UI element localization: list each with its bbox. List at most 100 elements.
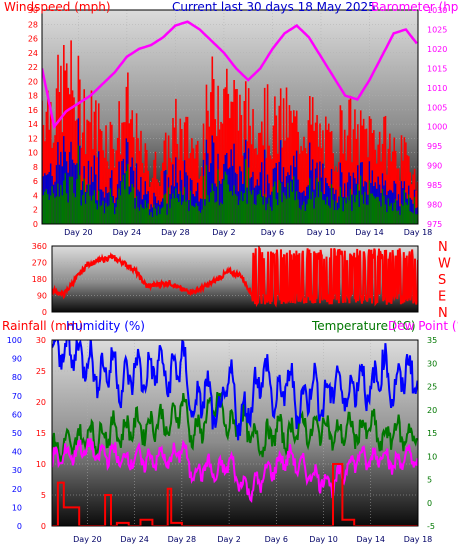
humidity-line bbox=[52, 340, 418, 441]
wind-tick-label: 18 bbox=[28, 92, 38, 101]
temperature-tick-label: 25 bbox=[427, 383, 437, 392]
wind-series bbox=[42, 40, 418, 224]
wind-tick-label: 14 bbox=[28, 120, 38, 129]
barometer-tick-label: 995 bbox=[427, 142, 442, 151]
barometer-line bbox=[42, 20, 418, 130]
temperature-line bbox=[52, 391, 418, 463]
temp-frame bbox=[51, 339, 419, 527]
temp-x-ticks: Day 20 Day 24 Day 28 Day 2 Day 6 Day 10 Day 14… bbox=[73, 535, 432, 544]
humidity-tick-label: 80 bbox=[12, 373, 22, 382]
barometer-tick-label: 1015 bbox=[427, 64, 447, 73]
wind-tick-label: 28 bbox=[28, 20, 38, 29]
humidity-axis-label: Humidity (%) bbox=[66, 319, 145, 333]
dewpoint-line bbox=[52, 438, 418, 504]
wind-tick-label: 22 bbox=[28, 63, 38, 72]
humidity-tick-label: 90 bbox=[12, 355, 22, 364]
temperature-tick-label: 0 bbox=[427, 499, 432, 508]
x-tick-label: Day 2 bbox=[212, 228, 235, 237]
barometer-tick-label: 990 bbox=[427, 162, 442, 171]
direction-tick-label: 0 bbox=[42, 308, 47, 317]
temperature-axis-label: Temperature (°C) bbox=[311, 319, 416, 333]
humidity-tick-label: 30 bbox=[12, 466, 22, 475]
temperature-tick-label: 30 bbox=[427, 359, 437, 368]
rainfall-tick-label: 15 bbox=[36, 429, 46, 438]
barometer-tick-label: 1000 bbox=[427, 123, 447, 132]
rainfall-tick-label: 25 bbox=[36, 367, 46, 376]
barometer-tick-label: 1020 bbox=[427, 45, 447, 54]
humidity-tick-label: 50 bbox=[12, 429, 22, 438]
wind-tick-label: 10 bbox=[28, 149, 38, 158]
wind-tick-label: 30 bbox=[28, 6, 38, 15]
chart-title: Current last 30 days 18 May 2025 bbox=[172, 0, 376, 14]
wind-tick-label: 6 bbox=[33, 177, 38, 186]
x-tick-label: Day 20 bbox=[64, 228, 93, 237]
direction-tick-label: 180 bbox=[32, 275, 47, 284]
wind-tick-label: 24 bbox=[28, 49, 38, 58]
wind-baro-frame bbox=[41, 9, 419, 225]
humidity-tick-label: 0 bbox=[17, 522, 22, 531]
temperature-tick-label: 5 bbox=[427, 476, 432, 485]
temperature-tick-label: 15 bbox=[427, 429, 437, 438]
x-tick-label: Day 14 bbox=[355, 228, 384, 237]
rainfall-line bbox=[52, 463, 418, 526]
humidity-axis-ticks: 0 10 20 30 40 50 60 70 80 90 100 bbox=[7, 336, 22, 531]
barometer-axis-ticks: 975 980 985 990 995 1000 1005 1010 1015 1020 1025 1… bbox=[427, 6, 447, 229]
rainfall-tick-label: 0 bbox=[41, 522, 46, 531]
humidity-tick-label: 40 bbox=[12, 448, 22, 457]
direction-tick-label: 270 bbox=[32, 259, 47, 268]
x-tick-label: Day 10 bbox=[307, 228, 336, 237]
barometer-tick-label: 1010 bbox=[427, 84, 447, 93]
x-tick-label: Day 28 bbox=[168, 535, 197, 544]
rainfall-tick-label: 5 bbox=[41, 491, 46, 500]
x-tick-label: Day 18 bbox=[404, 535, 433, 544]
direction-axis-ticks: 0 90 180 270 360 bbox=[32, 242, 47, 317]
compass-label: S bbox=[438, 273, 446, 288]
x-tick-label: Day 10 bbox=[309, 535, 338, 544]
temperature-tick-label: 35 bbox=[427, 336, 437, 345]
x-tick-label: Day 6 bbox=[261, 228, 284, 237]
windspeed-axis-label: Windspeed (mph) bbox=[4, 0, 111, 14]
barometer-tick-label: 1005 bbox=[427, 103, 447, 112]
x-tick-label: Day 14 bbox=[357, 535, 386, 544]
rainfall-tick-label: 10 bbox=[36, 460, 46, 469]
barometer-tick-label: 1030 bbox=[427, 6, 447, 15]
barometer-tick-label: 1025 bbox=[427, 25, 447, 34]
x-tick-label: Day 18 bbox=[404, 228, 433, 237]
barometer-axis-label: Barometer (hpa) bbox=[371, 0, 458, 14]
temperature-axis-ticks: -5 0 5 10 15 20 25 30 35 bbox=[427, 336, 437, 531]
humidity-tick-label: 100 bbox=[7, 336, 22, 345]
rainfall-tick-label: 30 bbox=[36, 336, 46, 345]
wind-tick-label: 0 bbox=[33, 220, 38, 229]
x-tick-label: Day 28 bbox=[161, 228, 190, 237]
x-tick-label: Day 2 bbox=[217, 535, 240, 544]
wind-tick-label: 12 bbox=[28, 134, 38, 143]
rainfall-axis-label: Rainfall (mm) bbox=[2, 319, 83, 333]
wind-tick-label: 8 bbox=[33, 163, 38, 172]
x-tick-label: Day 24 bbox=[113, 228, 142, 237]
rainfall-tick-label: 20 bbox=[36, 398, 46, 407]
humidity-tick-label: 10 bbox=[12, 503, 22, 512]
rainfall-axis-ticks: 0 5 10 15 20 25 30 bbox=[36, 336, 46, 531]
humidity-tick-label: 20 bbox=[12, 485, 22, 494]
wind-tick-label: 20 bbox=[28, 77, 38, 86]
wind-tick-label: 2 bbox=[33, 206, 38, 215]
barometer-tick-label: 985 bbox=[427, 181, 442, 190]
temp-hum-rain-panel: 0 10 20 30 40 50 60 70 80 90 100 0 5 10 15 20 25 30 -5 0 5… bbox=[7, 336, 437, 544]
compass-label: N bbox=[438, 306, 448, 321]
barometer-tick-label: 980 bbox=[427, 201, 442, 210]
dewpoint-axis-label: Dew Point (°C) bbox=[388, 319, 458, 333]
temperature-tick-label: -5 bbox=[427, 522, 435, 531]
wind-tick-label: 16 bbox=[28, 106, 38, 115]
direction-frame bbox=[51, 245, 419, 313]
temperature-tick-label: 10 bbox=[427, 452, 437, 461]
barometer-tick-label: 975 bbox=[427, 220, 442, 229]
direction-tick-label: 360 bbox=[32, 242, 47, 251]
wind-x-ticks: Day 20 Day 24 Day 28 Day 2 Day 6 Day 10 Day 14… bbox=[64, 228, 432, 237]
direction-tick-label: 90 bbox=[37, 292, 47, 301]
x-tick-label: Day 24 bbox=[120, 535, 149, 544]
